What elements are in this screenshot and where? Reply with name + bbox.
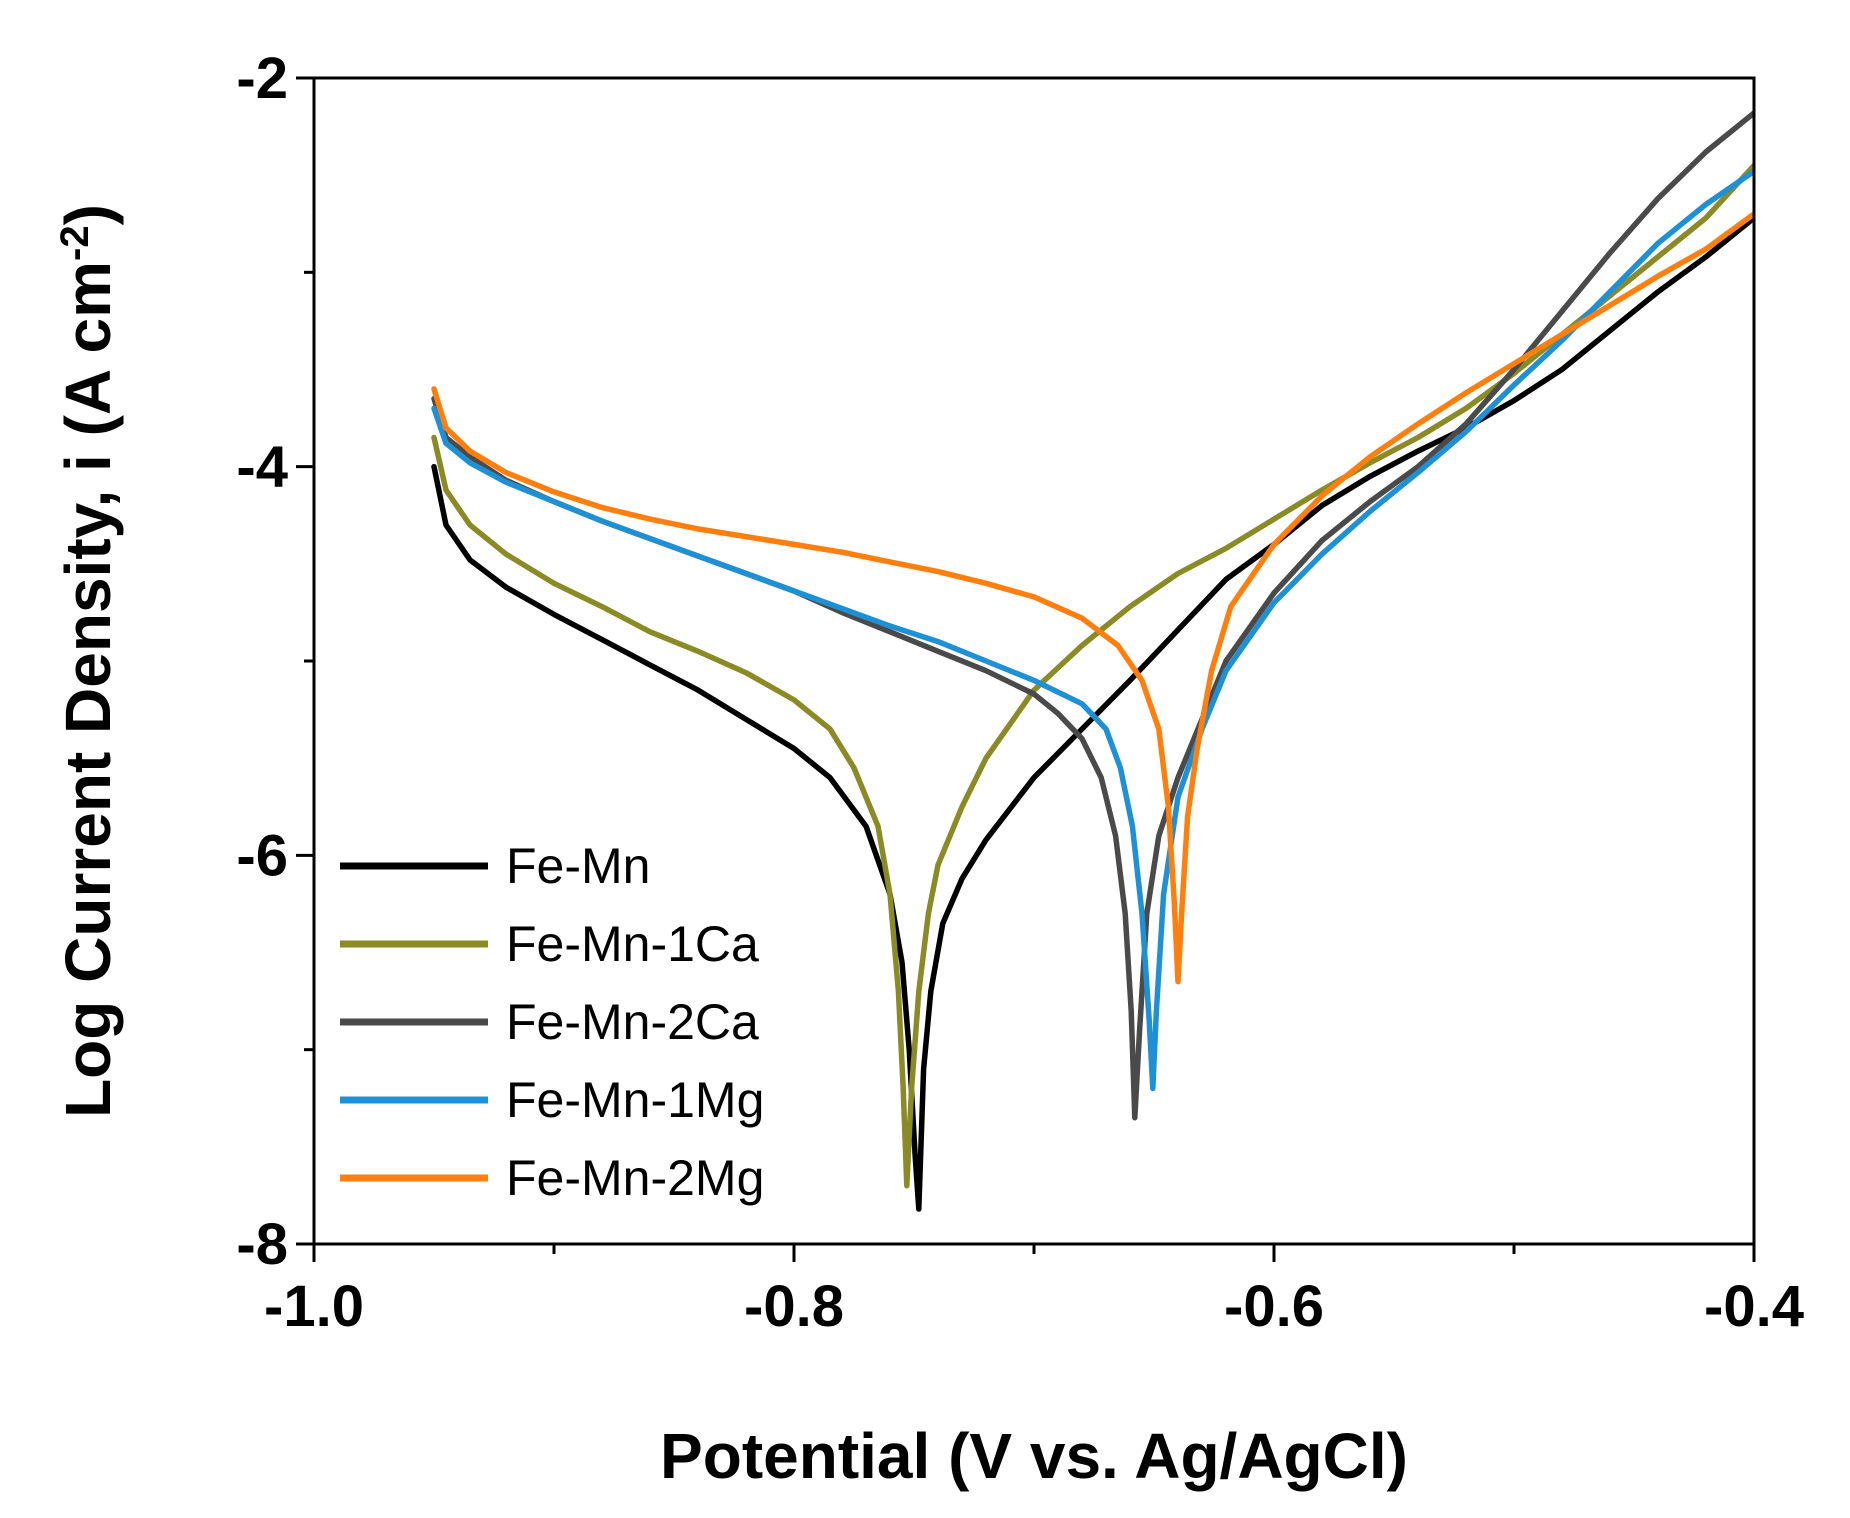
y-tick-label: -2 (236, 46, 288, 111)
x-tick-label: -0.6 (1224, 1274, 1324, 1339)
y-axis-label: Log Current Density, i (A cm-2) (52, 204, 124, 1118)
series-curves (431, 110, 1754, 1212)
series-line-fe-mn-1mg (431, 168, 1754, 1092)
legend-marker (411, 1019, 417, 1025)
axis-tick-labels: -1.0 -0.8 -0.6 -0.4 -8 -6 -4 -2 (236, 46, 1804, 1339)
legend-label: Fe-Mn-2Ca (506, 994, 759, 1050)
legend-marker (411, 1175, 417, 1181)
x-tick-label: -1.0 (264, 1274, 364, 1339)
legend-marker (411, 1097, 417, 1103)
legend-marker (411, 941, 417, 947)
legend: Fe-Mn Fe-Mn-1Ca Fe-Mn-2Ca Fe-Mn-1Mg Fe-Mn-2M… (340, 838, 764, 1206)
x-tick-label: -0.8 (744, 1274, 844, 1339)
series-line-fe-mn-2mg (431, 211, 1754, 985)
axis-ticks (296, 76, 1756, 1262)
legend-label: Fe-Mn-1Ca (506, 916, 759, 972)
x-tick-label: -0.4 (1704, 1274, 1804, 1339)
legend-label: Fe-Mn-1Mg (506, 1072, 764, 1128)
y-tick-label: -4 (236, 435, 288, 500)
y-tick-label: -8 (236, 1212, 288, 1277)
series-line-fe-mn-1ca (431, 162, 1754, 1189)
plot-frame (312, 76, 1756, 1246)
y-tick-label: -6 (236, 823, 288, 888)
legend-marker (411, 863, 417, 869)
legend-label: Fe-Mn (506, 838, 650, 894)
legend-label: Fe-Mn-2Mg (506, 1150, 764, 1206)
x-axis-label: Potential (V vs. Ag/AgCl) (660, 1420, 1408, 1492)
